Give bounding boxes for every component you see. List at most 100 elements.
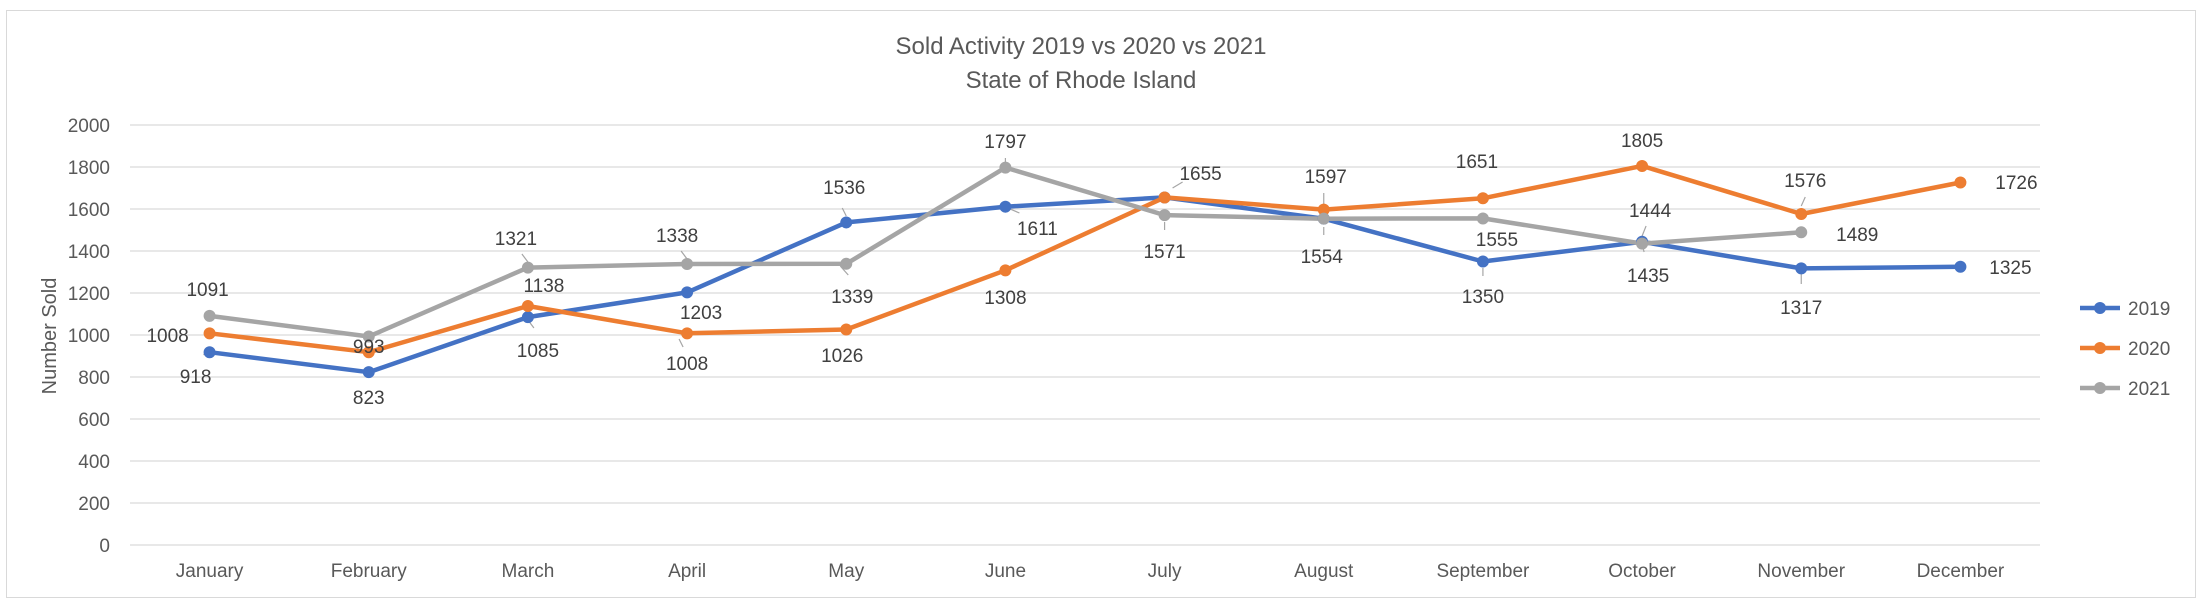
label-leader-lines	[203, 158, 1806, 356]
legend: 2019 2020 2021	[2080, 299, 2170, 400]
data-point-2020	[1795, 208, 1808, 221]
data-point-2021	[203, 309, 216, 322]
x-tick-label: December	[1917, 561, 2005, 582]
legend-marker-2021	[2094, 382, 2106, 394]
data-label: 1536	[823, 178, 865, 199]
label-leader-line	[841, 207, 847, 217]
data-label: 1091	[186, 280, 228, 301]
chart-subtitle: State of Rhode Island	[966, 67, 1197, 94]
data-label: 1571	[1143, 242, 1185, 263]
data-label: 1805	[1621, 131, 1663, 152]
x-tick-label: April	[668, 561, 706, 582]
data-point-2021	[521, 261, 534, 274]
data-label: 993	[353, 337, 385, 358]
data-point-2019	[1795, 262, 1808, 275]
data-point-2020	[681, 327, 694, 340]
y-tick-label: 1600	[68, 200, 110, 221]
data-point-2019	[681, 286, 694, 299]
y-tick-label: 0	[99, 536, 110, 557]
data-point-2020	[1636, 159, 1649, 172]
data-label: 1611	[1017, 219, 1058, 240]
data-label: 1317	[1780, 298, 1822, 319]
data-point-2021	[840, 257, 853, 270]
data-point-2020	[1476, 192, 1489, 205]
data-label: 1321	[495, 229, 537, 250]
grid	[130, 124, 2040, 546]
series-line-2020	[207, 163, 1963, 355]
data-label: 1338	[656, 226, 698, 247]
series-line-2019	[207, 195, 1963, 375]
chart-frame	[6, 10, 2196, 598]
x-tick-label: February	[331, 561, 408, 582]
label-leader-line	[680, 250, 688, 260]
data-point-2021	[999, 161, 1012, 174]
y-tick-label: 1000	[68, 326, 110, 347]
x-tick-label: July	[1148, 561, 1182, 582]
x-tick-label: June	[985, 561, 1026, 582]
data-label: 1008	[146, 326, 188, 347]
chart-title: Sold Activity 2019 vs 2020 vs 2021	[896, 33, 1267, 60]
data-label: 1576	[1784, 171, 1826, 192]
data-label: 1597	[1305, 167, 1347, 188]
y-axis-ticks: 0 200 400 600 800 1000 1200 1400 1600 1800 2000	[68, 116, 110, 557]
data-label: 1203	[680, 303, 722, 324]
data-label: 918	[180, 367, 212, 388]
data-point-2019	[1954, 260, 1967, 273]
data-label: 1085	[517, 341, 559, 362]
y-tick-label: 1200	[68, 284, 110, 305]
data-point-2020	[521, 300, 534, 313]
data-label: 1554	[1301, 247, 1344, 268]
label-leader-line	[521, 253, 529, 263]
label-leader-line	[678, 338, 684, 348]
y-tick-label: 800	[78, 368, 110, 389]
data-label: 1444	[1629, 201, 1672, 222]
y-tick-label: 1800	[68, 158, 110, 179]
x-tick-label: January	[176, 561, 244, 582]
data-point-2021	[1795, 226, 1808, 239]
data-point-2019	[362, 366, 375, 379]
data-point-2019	[840, 216, 853, 229]
data-label: 1489	[1836, 225, 1878, 246]
data-point-2019	[999, 200, 1012, 213]
data-point-2021	[681, 258, 694, 271]
data-point-2019	[203, 346, 216, 359]
label-leader-line	[1172, 181, 1183, 189]
legend-label-2021: 2021	[2128, 379, 2170, 400]
x-tick-label: November	[1757, 561, 1845, 582]
legend-label-2019: 2019	[2128, 299, 2170, 320]
data-label: 1308	[984, 288, 1026, 309]
data-point-2021	[1476, 212, 1489, 225]
data-label: 1350	[1462, 287, 1504, 308]
data-point-2021	[362, 330, 375, 343]
x-tick-label: May	[828, 561, 864, 582]
data-point-2020	[999, 264, 1012, 277]
legend-label-2020: 2020	[2128, 339, 2170, 360]
data-label: 1339	[831, 287, 873, 308]
data-point-2021	[1636, 237, 1649, 250]
y-tick-label: 400	[78, 452, 110, 473]
y-tick-label: 1400	[68, 242, 110, 263]
data-point-2020	[203, 327, 216, 340]
x-tick-label: September	[1436, 561, 1530, 582]
data-label: 1655	[1179, 164, 1221, 185]
data-point-2020	[362, 346, 375, 359]
data-label: 1435	[1627, 266, 1669, 287]
data-label: 1726	[1995, 173, 2037, 194]
data-point-2021	[1158, 209, 1171, 222]
x-tick-label: October	[1608, 561, 1676, 582]
legend-marker-2019	[2094, 302, 2106, 314]
data-point-2020	[1158, 191, 1171, 204]
data-point-2019	[1476, 255, 1489, 268]
data-point-2020	[840, 323, 853, 336]
legend-marker-2020	[2094, 342, 2106, 354]
x-tick-label: March	[502, 561, 555, 582]
series-lines	[207, 163, 1963, 375]
series-markers	[203, 159, 1967, 379]
data-label: 1555	[1476, 230, 1518, 251]
y-tick-label: 600	[78, 410, 110, 431]
y-axis-title: Number Sold	[39, 278, 61, 395]
data-label: 1138	[523, 276, 564, 297]
y-tick-label: 200	[78, 494, 110, 515]
data-point-2019	[521, 311, 534, 324]
